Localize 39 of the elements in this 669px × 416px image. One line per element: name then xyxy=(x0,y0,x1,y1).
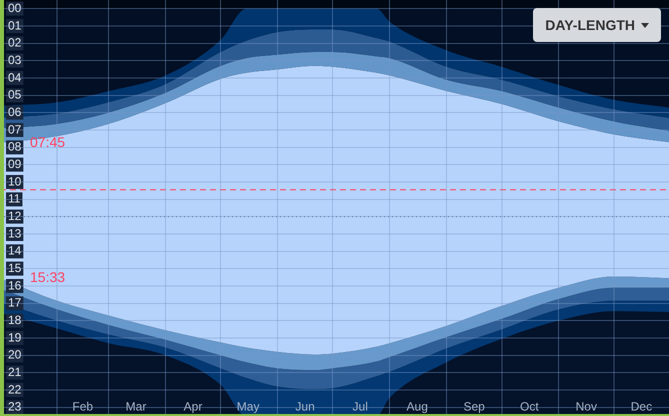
y-tick-label: 16 xyxy=(8,278,22,292)
y-tick-label: 01 xyxy=(8,18,22,32)
y-tick-label: 00 xyxy=(8,0,22,15)
y-tick-label: 02 xyxy=(8,36,22,50)
y-tick-label: 03 xyxy=(8,52,22,67)
annotation: 07:45 xyxy=(30,134,66,150)
y-tick-label: 05 xyxy=(8,88,22,102)
y-tick-label: 15 xyxy=(8,260,22,275)
y-tick-label: 22 xyxy=(8,382,22,396)
x-tick-label: Nov xyxy=(576,399,597,414)
x-tick-label: Jul xyxy=(352,399,368,414)
y-tick-label: 10 xyxy=(8,174,22,188)
y-tick-label: 12 xyxy=(8,208,22,223)
x-tick-label: Oct xyxy=(520,399,540,414)
annotation: 15:33 xyxy=(30,269,66,286)
x-tick-label: May xyxy=(236,399,260,414)
x-tick-label: Mar xyxy=(126,399,146,414)
y-tick-label: 19 xyxy=(8,330,22,344)
y-tick-label: 21 xyxy=(8,364,22,379)
y-tick-label: 11 xyxy=(8,192,21,206)
y-tick-label: 13 xyxy=(8,226,22,240)
y-tick-label: 07 xyxy=(8,122,22,136)
y-tick-label: 09 xyxy=(8,156,22,171)
y-tick-label: 06 xyxy=(8,104,22,119)
y-tick-label: 20 xyxy=(8,348,22,362)
x-tick-label: Feb xyxy=(72,399,94,414)
y-tick-label: 04 xyxy=(8,70,22,84)
dropdown-button: DAY-LENGTH xyxy=(533,8,661,42)
y-tick-label: 18 xyxy=(8,312,22,327)
y-tick-label: 17 xyxy=(8,296,22,310)
y-tick-label: 08 xyxy=(8,140,22,154)
y-tick-label: 14 xyxy=(8,244,22,258)
annotation: DAY-LENGTH xyxy=(545,17,635,33)
x-tick-label: Sep xyxy=(464,399,486,414)
x-tick-label: Dec xyxy=(630,399,652,414)
x-tick-label: Aug xyxy=(406,399,428,414)
x-tick-label: Apr xyxy=(184,399,202,414)
x-tick-label: Jun xyxy=(295,399,315,414)
y-tick-label: 23 xyxy=(8,400,22,414)
